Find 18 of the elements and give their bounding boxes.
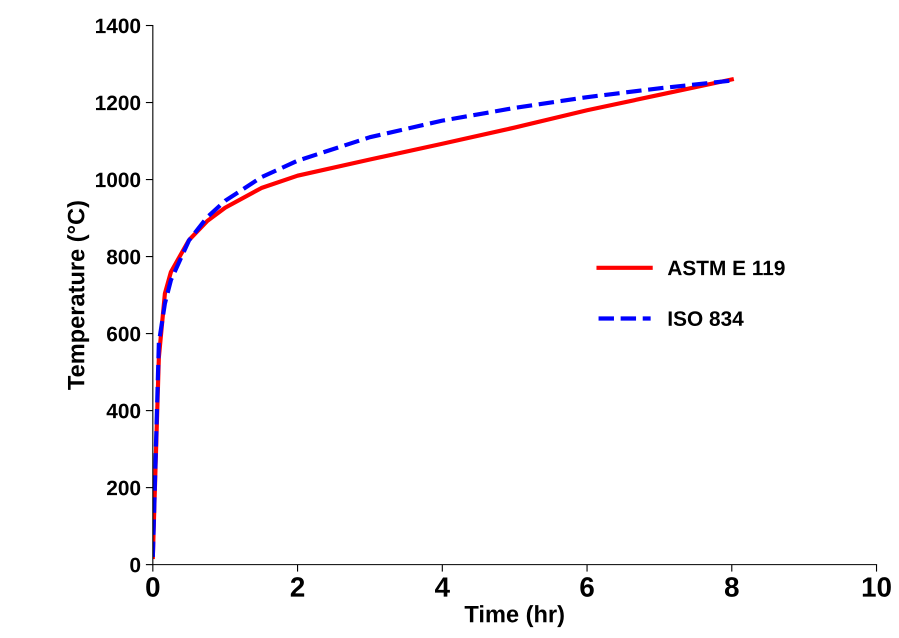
y-axis-title: Temperature (°C) [67,201,90,390]
x-tick-label: 0 [146,577,160,597]
x-tick-label: 10 [862,577,891,597]
y-tick-label: 1400 [96,18,140,34]
x-tick-label: 6 [580,577,594,597]
y-tick-label: 1000 [96,172,140,188]
x-axis-title: Time (hr) [464,605,564,628]
x-tick-label: 2 [290,577,304,597]
y-tick-label: 800 [106,250,140,264]
x-tick-label: 8 [724,577,739,597]
x-tick-label: 4 [435,577,450,597]
y-tick-label: 1200 [96,96,140,110]
y-tick-label: 600 [107,326,140,342]
y-tick-label: 400 [106,404,140,418]
legend-label: ASTM E 119 [668,260,785,276]
y-tick-label: 0 [130,558,140,572]
legend-label: ISO 834 [668,311,744,326]
y-tick-label: 200 [106,480,140,496]
